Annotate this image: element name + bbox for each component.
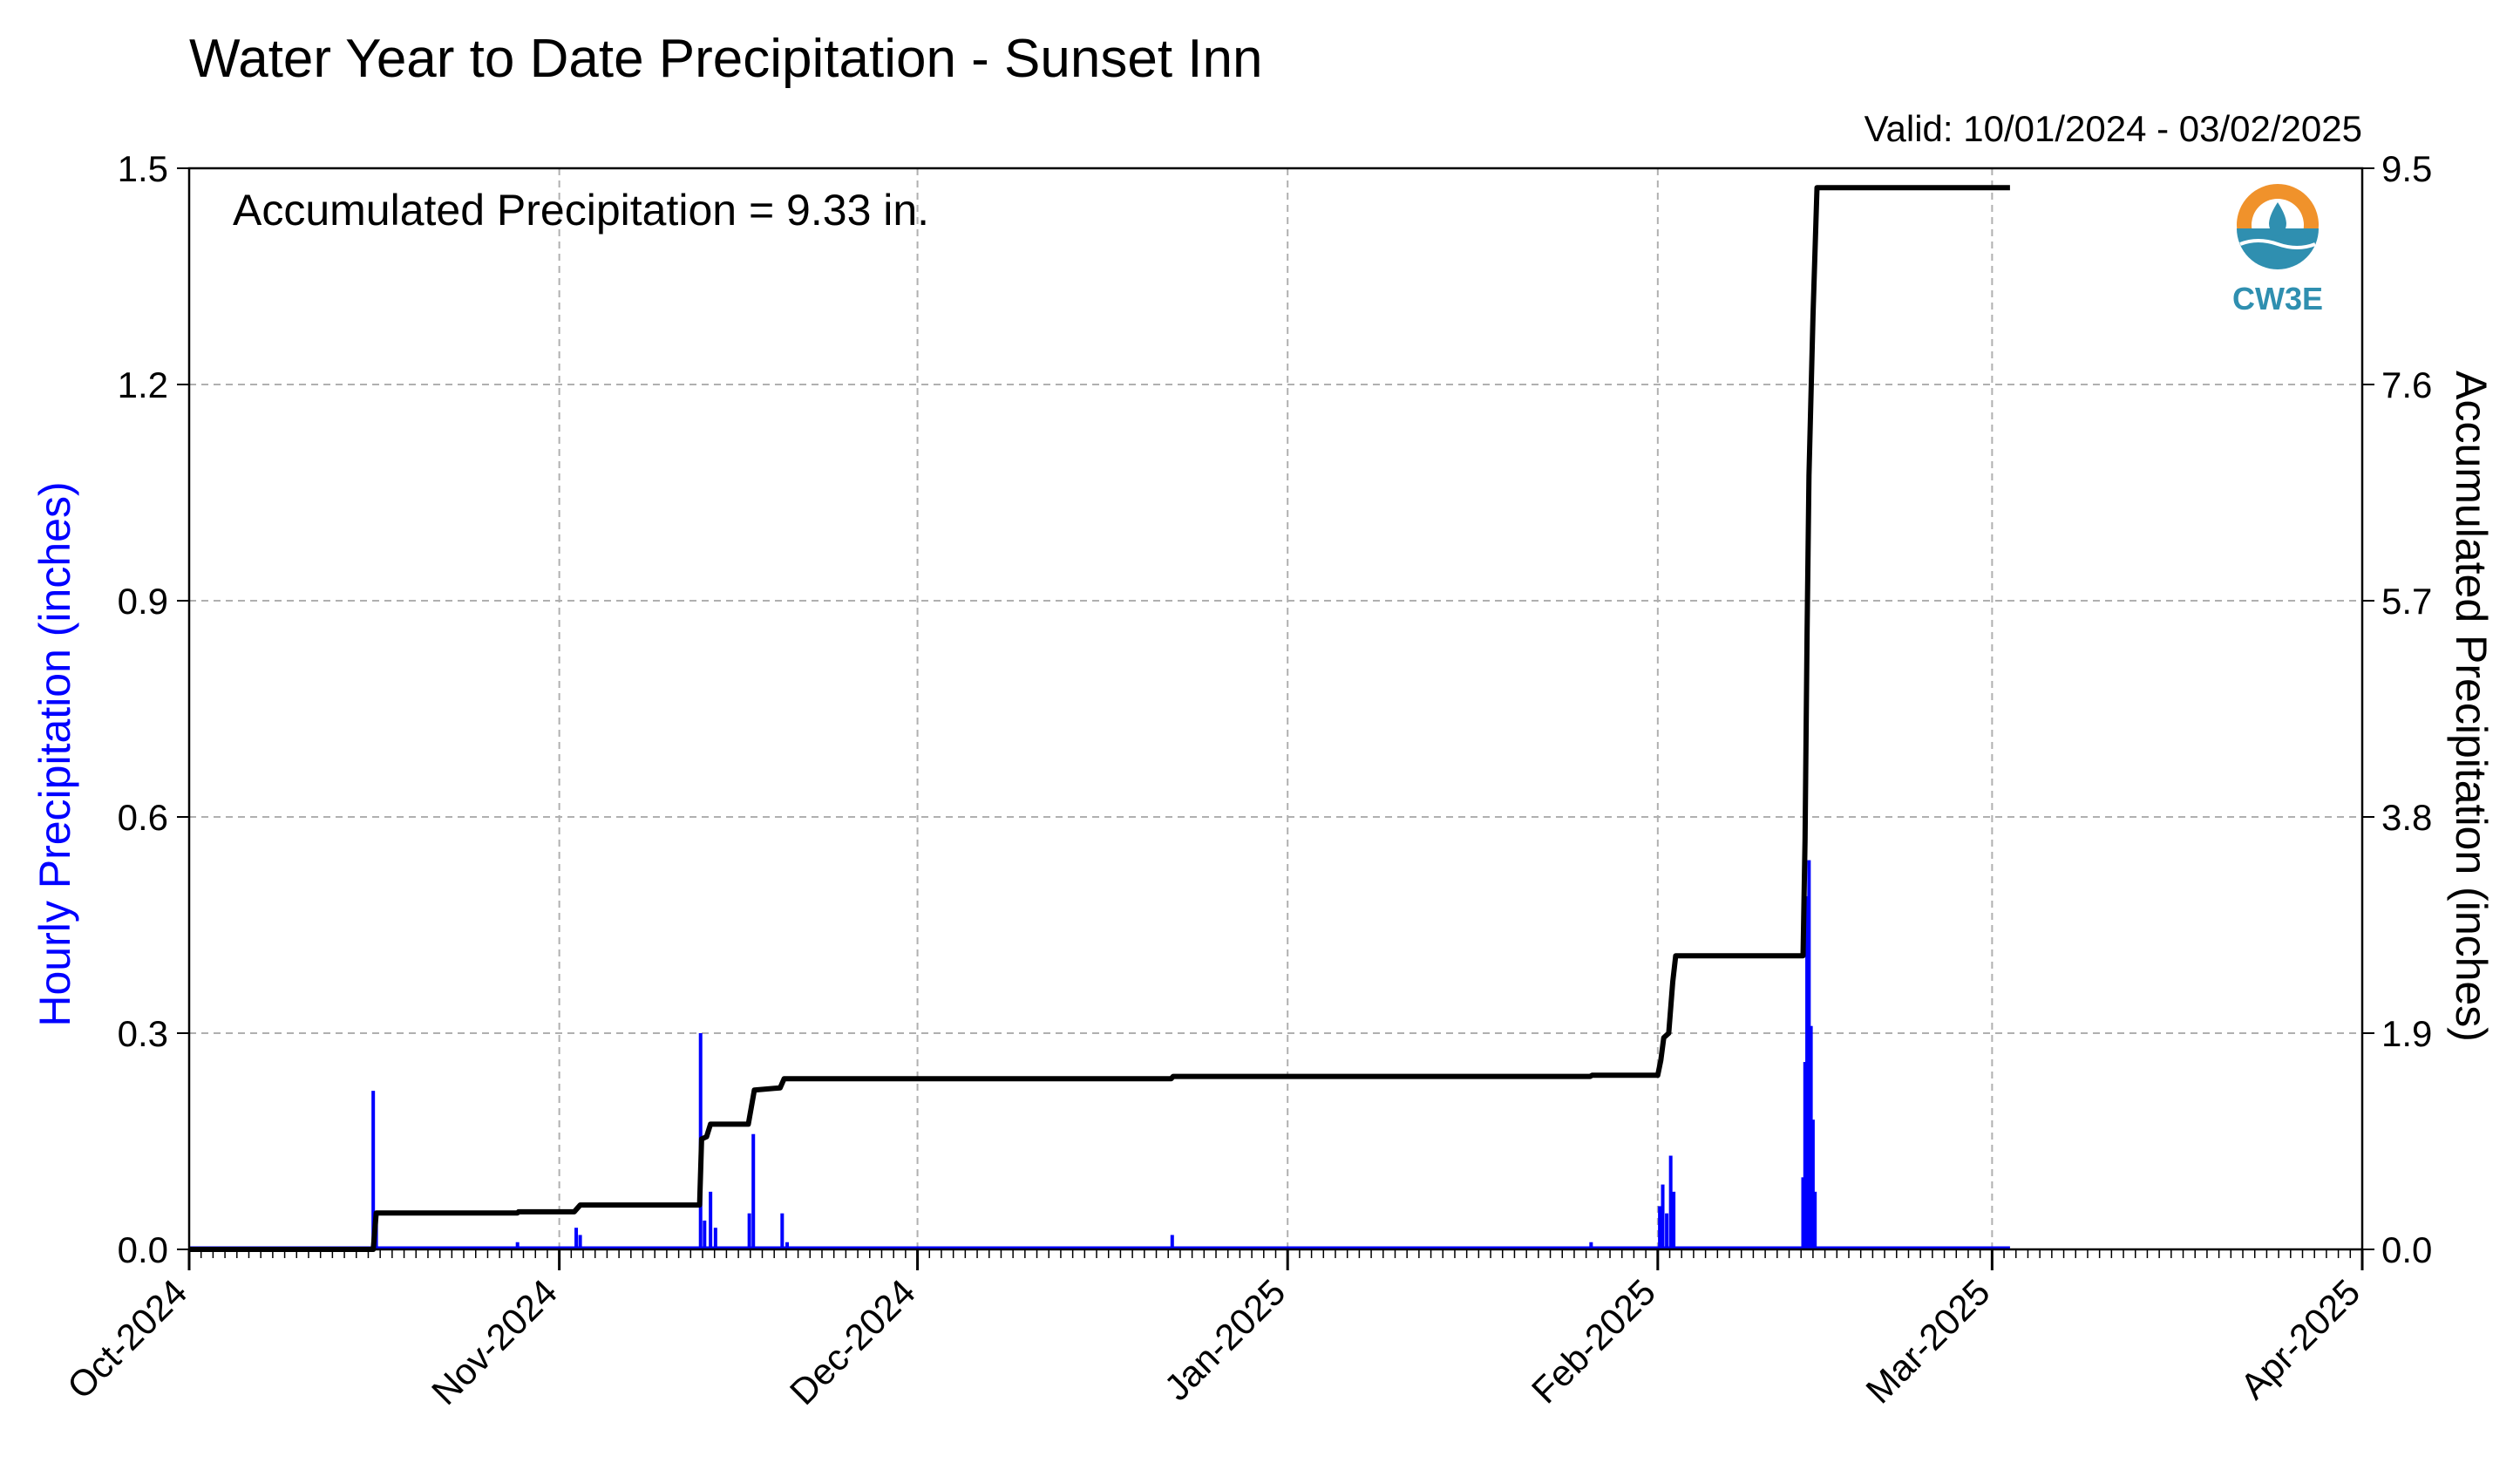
left-y-tick-label: 0.9 (118, 581, 168, 622)
hourly-bar (1661, 1184, 1665, 1249)
hourly-bar (785, 1242, 790, 1249)
chart-title: Water Year to Date Precipitation - Sunse… (189, 29, 1263, 89)
cw3e-logo: CW3E (2232, 184, 2323, 316)
hourly-bar (371, 1091, 376, 1249)
left-y-axis-label: Hourly Precipitation (inches) (31, 481, 79, 1026)
right-y-tick-label: 1.9 (2381, 1013, 2432, 1054)
x-tick-label: Jan-2025 (1156, 1271, 1293, 1408)
hourly-bar (574, 1228, 579, 1249)
x-tick-label: Apr-2025 (2232, 1271, 2367, 1406)
hourly-bar (1672, 1191, 1676, 1249)
left-y-tick-label: 0.6 (118, 797, 168, 838)
hourly-bar (747, 1213, 751, 1249)
hourly-bar (1805, 895, 1810, 1249)
right-y-tick-label: 0.0 (2381, 1229, 2432, 1270)
hourly-bar (1809, 1025, 1813, 1249)
logo-text: CW3E (2232, 281, 2323, 316)
hourly-bars (189, 860, 2010, 1249)
right-y-tick-label: 3.8 (2381, 797, 2432, 838)
accumulated-line (189, 185, 2010, 1252)
right-y-tick-label: 5.7 (2381, 581, 2432, 622)
logo-droplet-icon (2269, 202, 2286, 236)
hourly-bar (1665, 1213, 1669, 1249)
hourly-bar (578, 1235, 582, 1249)
left-y-tick-label: 0.3 (118, 1013, 168, 1054)
hourly-bar (713, 1228, 717, 1249)
x-tick-label: Mar-2025 (1858, 1271, 1997, 1411)
logo-water-icon (2237, 228, 2319, 269)
valid-range: Valid: 10/01/2024 - 03/02/2025 (1865, 108, 2362, 149)
hourly-bar (1813, 1191, 1817, 1249)
left-y-tick-label: 1.2 (118, 364, 168, 405)
hourly-bar (1807, 860, 1811, 1249)
right-y-tick-label: 7.6 (2381, 364, 2432, 405)
hourly-bar (1668, 1155, 1673, 1249)
x-tick-label: Feb-2025 (1524, 1271, 1663, 1411)
accumulated-line-group (189, 185, 2010, 1252)
hourly-bar (1589, 1242, 1593, 1249)
grid-lines (189, 168, 2362, 1249)
x-tick-label: Dec-2024 (782, 1271, 923, 1412)
hourly-bar (780, 1213, 785, 1249)
axes: 0.0 0.3 0.6 0.9 1.2 1.5 0.0 1.9 3.8 5.7 7.6 9.5 Oct-… (59, 148, 2432, 1412)
hourly-bar (1170, 1235, 1174, 1249)
hourly-bar (1658, 1206, 1662, 1249)
logo-wave-icon (2239, 239, 2316, 249)
x-tick-label: Oct-2024 (59, 1271, 194, 1406)
right-y-tick-label: 9.5 (2381, 148, 2432, 189)
left-y-tick-label: 0.0 (118, 1229, 168, 1270)
left-y-tick-label: 1.5 (118, 148, 168, 189)
x-tick-label: Nov-2024 (424, 1271, 565, 1412)
hourly-bar (1803, 1062, 1807, 1249)
accumulated-annotation: Accumulated Precipitation = 9.33 in. (233, 186, 929, 235)
hourly-bar (709, 1191, 713, 1249)
hourly-bar (1801, 1177, 1805, 1249)
right-y-axis-label: Accumulated Precipitation (inches) (2447, 371, 2496, 1042)
hourly-bar (751, 1133, 756, 1249)
hourly-bar (1810, 1119, 1815, 1249)
plot-frame (187, 167, 2364, 1251)
hourly-bar (515, 1242, 520, 1249)
hourly-bar (703, 1220, 707, 1249)
